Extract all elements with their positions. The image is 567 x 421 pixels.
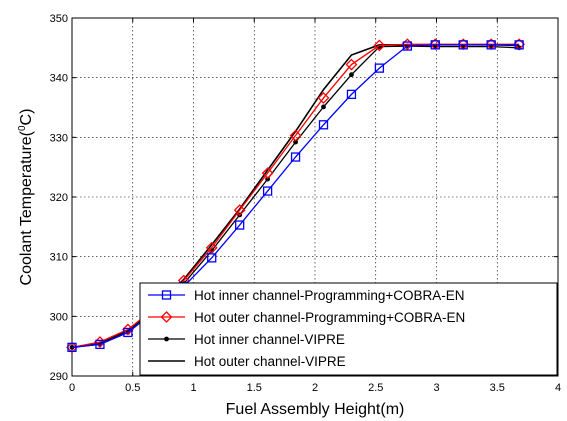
- data-point-marker: [164, 336, 169, 342]
- data-point-marker: [458, 40, 468, 50]
- x-tick-label: 3: [433, 382, 439, 394]
- data-point-marker: [261, 167, 274, 180]
- data-point-marker: [66, 341, 78, 354]
- y-tick-labels: 290 300 310 320 330 340 350: [50, 13, 68, 383]
- legend-label: Hot outer channel-Programming+COBRA-EN: [194, 310, 465, 325]
- legend: Hot inner channel-Programming+COBRA-EN Ho…: [139, 282, 558, 376]
- data-point-marker: [233, 204, 246, 217]
- y-axis-label-superscript: 0: [17, 125, 28, 131]
- data-point-marker: [290, 152, 301, 162]
- data-point-marker: [374, 63, 385, 73]
- data-point-marker: [321, 104, 326, 110]
- data-point-marker: [373, 39, 386, 52]
- data-point-marker: [160, 311, 173, 323]
- legend-item-4: Hot outer channel-VIPRE: [148, 354, 346, 369]
- x-tick-label: 3.5: [490, 382, 505, 394]
- x-tick-label: 0.5: [125, 382, 140, 394]
- y-axis-label-main: Coolant Temperature(: [18, 130, 35, 285]
- x-tick-label: 4: [555, 382, 561, 394]
- legend-box: [139, 282, 558, 376]
- data-point-marker: [349, 72, 354, 78]
- legend-item-3: Hot inner channel-VIPRE: [148, 332, 345, 347]
- y-tick-label: 330: [50, 132, 68, 144]
- data-point-marker: [430, 40, 440, 50]
- y-tick-label: 310: [50, 252, 68, 264]
- legend-item-1: Hot inner channel-Programming+COBRA-EN: [148, 288, 464, 303]
- data-point-marker: [67, 342, 77, 353]
- y-tick-label: 350: [50, 13, 68, 25]
- data-point-marker: [402, 41, 412, 51]
- legend-item-2: Hot outer channel-Programming+COBRA-EN: [148, 310, 465, 325]
- data-point-marker: [235, 220, 245, 230]
- x-axis-label: Fuel Assembly Height(m): [226, 401, 405, 418]
- x-tick-label: 0: [69, 382, 75, 394]
- data-point-marker: [123, 327, 133, 338]
- data-point-marker: [265, 176, 271, 182]
- x-tick-label: 2: [312, 382, 318, 394]
- y-axis-label-unit: C): [18, 109, 35, 126]
- y-tick-label: 290: [50, 371, 68, 383]
- y-tick-label: 320: [50, 192, 68, 204]
- legend-label: Hot inner channel-Programming+COBRA-EN: [194, 288, 464, 303]
- x-tick-label: 1: [190, 382, 196, 394]
- data-point-marker: [345, 58, 358, 71]
- data-point-marker: [205, 241, 218, 254]
- data-point-marker: [486, 40, 496, 50]
- y-tick-label: 340: [50, 73, 68, 85]
- data-point-marker: [95, 339, 105, 350]
- y-tick-label: 300: [50, 311, 68, 323]
- x-tick-label: 2.5: [368, 382, 383, 394]
- x-tick-labels: 0 0.5 1 1.5 2 2.5 3 3.5 4: [69, 382, 561, 394]
- legend-label: Hot inner channel-VIPRE: [194, 332, 345, 347]
- data-point-marker: [293, 139, 298, 145]
- data-point-marker: [317, 92, 330, 104]
- data-point-marker: [262, 186, 273, 196]
- legend-label: Hot outer channel-VIPRE: [194, 354, 346, 369]
- x-tick-label: 1.5: [247, 382, 262, 394]
- data-point-marker: [161, 290, 172, 300]
- data-point-marker: [318, 120, 329, 130]
- data-point-marker: [207, 253, 217, 263]
- data-point-marker: [289, 129, 302, 142]
- data-point-marker: [346, 89, 357, 100]
- y-axis-label: Coolant Temperature(0C): [17, 109, 35, 286]
- data-point-marker: [514, 40, 524, 50]
